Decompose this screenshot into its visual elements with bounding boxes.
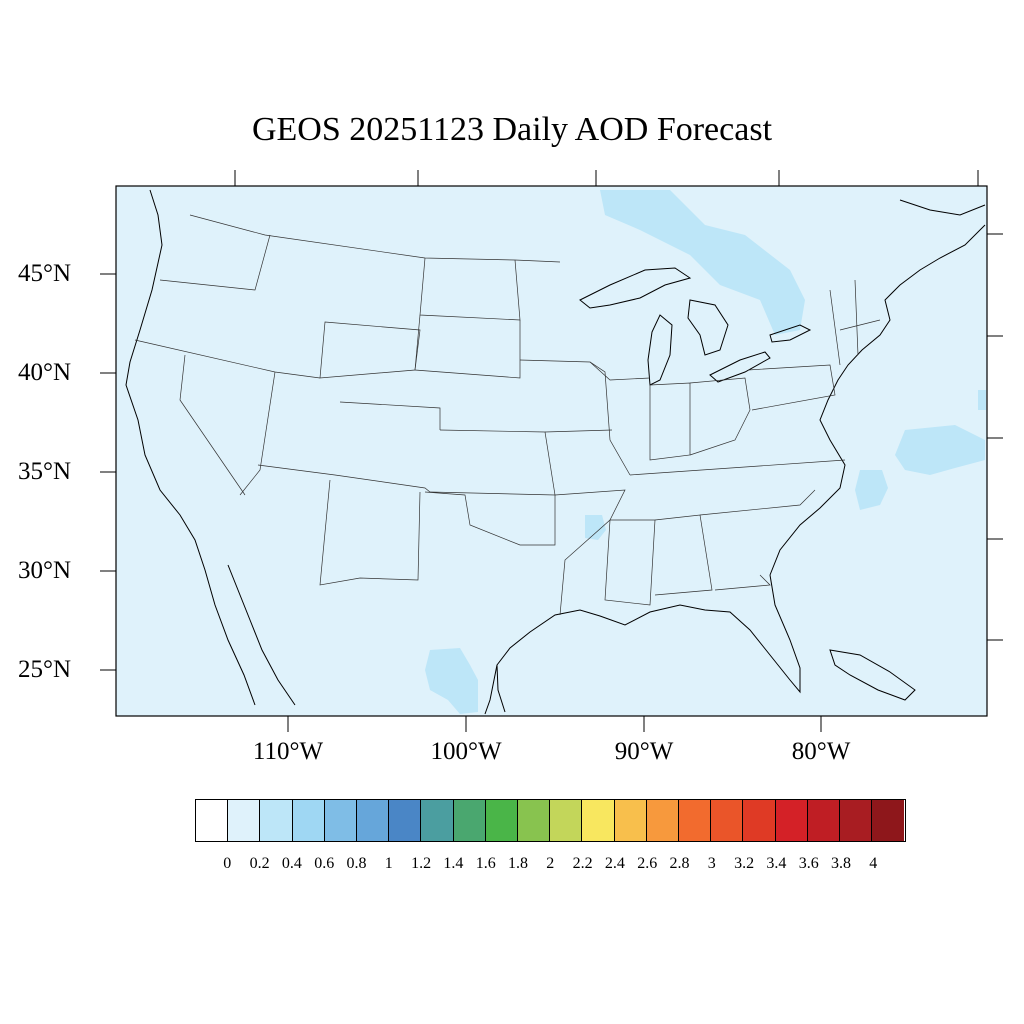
colorbar-tick-label: 1.6 xyxy=(475,855,496,872)
colorbar-box xyxy=(775,800,808,841)
colorbar-box xyxy=(357,800,390,841)
lon-label-90w: 90°W xyxy=(614,738,674,765)
colorbar-box xyxy=(485,800,519,841)
colorbar-tick-label: 2.6 xyxy=(637,855,658,872)
colorbar-box xyxy=(646,800,680,841)
lat-label-40n: 40°N xyxy=(18,359,72,386)
lon-label-80w: 80°W xyxy=(791,738,851,765)
colorbar-tick-label: 1.8 xyxy=(508,855,528,872)
atlantic-coast xyxy=(769,224,986,576)
colorbar-tick-label: 2 xyxy=(546,855,555,872)
aod-patch-ontario xyxy=(600,190,805,335)
map-title: GEOS 20251123 Daily AOD Forecast xyxy=(251,111,773,148)
lon-label-100w: 100°W xyxy=(430,738,502,765)
colorbar-box xyxy=(582,800,615,841)
lat-label-25n: 25°N xyxy=(18,656,72,683)
colorbar-box xyxy=(389,800,422,841)
tick-marks xyxy=(100,170,1003,732)
colorbar-tick-label: 0.8 xyxy=(346,855,367,872)
lat-label-45n: 45°N xyxy=(18,260,72,287)
colorbar-box xyxy=(453,800,486,841)
gulf-coast xyxy=(496,574,801,713)
lake-erie xyxy=(709,351,771,383)
colorbar-tick-label: 3.4 xyxy=(766,855,787,872)
colorbar-box xyxy=(550,800,583,841)
colorbar-box xyxy=(711,800,744,841)
colorbar-box xyxy=(614,800,647,841)
aod-patch-louisiana xyxy=(585,515,606,540)
colorbar-box xyxy=(518,800,551,841)
pacific-coast xyxy=(125,189,256,706)
colorbar-tick-label: 3.2 xyxy=(734,855,755,872)
colorbar-tick-label: 0.2 xyxy=(249,855,270,872)
colorbar-box xyxy=(679,800,712,841)
mexico-gulf-coast xyxy=(484,664,498,715)
colorbar-tick-label: 3.6 xyxy=(798,855,819,872)
colorbar-tick-label: 1.4 xyxy=(443,855,464,872)
canada-maritimes xyxy=(899,199,986,216)
colorbar-box xyxy=(743,800,776,841)
colorbar-tick-label: 1 xyxy=(384,855,393,872)
colorbar-tick-label: 2.8 xyxy=(669,855,690,872)
colorbar-tick-label: 2.4 xyxy=(604,855,625,872)
lat-label-35n: 35°N xyxy=(18,458,72,485)
colorbar-tick-label: 4 xyxy=(869,855,878,872)
colorbar-tick-label: 2.2 xyxy=(572,855,593,872)
colorbar-box xyxy=(872,800,905,841)
great-lakes xyxy=(579,267,812,386)
colorbar-box xyxy=(324,800,358,841)
colorbar-tick-label: 3 xyxy=(707,855,716,872)
map-background xyxy=(116,186,987,716)
colorbar-box xyxy=(421,800,454,841)
aod-patches xyxy=(425,190,986,714)
colorbar-tick-label: 0.6 xyxy=(314,855,335,872)
colorbar-tick-label: 3.8 xyxy=(831,855,851,872)
colorbar xyxy=(195,799,906,842)
map-frame xyxy=(115,185,988,717)
state-boundaries xyxy=(134,214,881,616)
lake-superior xyxy=(579,267,692,309)
colorbar-box xyxy=(196,800,229,841)
aod-patch-mexico xyxy=(425,648,478,714)
colorbar-box xyxy=(807,800,841,841)
cuba xyxy=(829,649,916,701)
lake-ontario xyxy=(769,324,812,343)
aod-patch-atlantic xyxy=(895,425,985,475)
colorbar-box xyxy=(292,800,325,841)
baja-peninsula xyxy=(227,564,296,706)
lon-label-110w: 110°W xyxy=(252,738,324,765)
coastlines xyxy=(125,189,986,715)
colorbar-tick-label: 0.4 xyxy=(281,855,302,872)
lake-michigan xyxy=(647,314,673,386)
lake-huron xyxy=(687,299,729,356)
aod-patch-atlantic-edge xyxy=(978,390,986,410)
lat-label-30n: 30°N xyxy=(18,557,72,584)
colorbar-tick-label: 0 xyxy=(223,855,232,872)
colorbar-tick-label: 1.2 xyxy=(411,855,432,872)
aod-patch-atlantic-small xyxy=(855,470,888,510)
colorbar-box xyxy=(840,800,873,841)
colorbar-box xyxy=(260,800,293,841)
colorbar-box xyxy=(228,800,261,841)
